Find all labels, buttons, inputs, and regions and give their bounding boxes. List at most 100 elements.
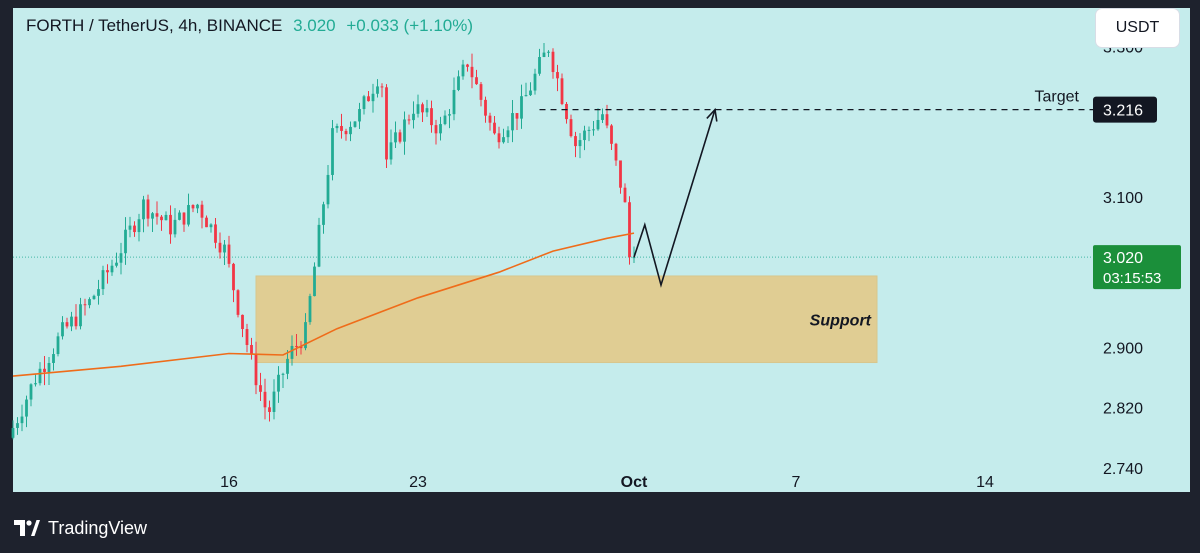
candle-body <box>88 299 91 306</box>
candle-body <box>151 213 154 219</box>
candle-body <box>209 224 213 228</box>
candle-body <box>367 96 370 102</box>
candle-body <box>79 304 82 327</box>
last-price-tag-bg <box>1093 245 1181 290</box>
currency-button[interactable]: USDT <box>1096 9 1179 47</box>
candle-body <box>25 399 28 417</box>
x-tick-label: 23 <box>409 474 427 491</box>
x-tick-label: 14 <box>976 474 994 491</box>
candle-body <box>47 362 51 373</box>
candle-body <box>119 253 123 263</box>
candle-body <box>565 103 568 120</box>
plot-area[interactable] <box>13 8 1093 492</box>
y-tick-label: 2.820 <box>1103 401 1143 418</box>
candle-body <box>502 137 505 143</box>
candle-body <box>461 64 465 77</box>
candle-body <box>187 205 190 225</box>
candle-body <box>484 99 487 116</box>
candle-body <box>601 114 604 120</box>
candle-body <box>214 224 217 243</box>
last-price-tag: 3.020 03:15:53 <box>1093 245 1181 290</box>
candle-body <box>335 125 339 129</box>
candle-body <box>497 133 501 143</box>
support-zone <box>255 275 878 364</box>
candle-body <box>299 346 303 349</box>
candle-body <box>182 212 186 225</box>
tradingview-wordmark: TradingView <box>48 517 148 538</box>
candle-body <box>106 270 109 273</box>
candle-body <box>376 86 379 94</box>
candle-body <box>403 119 406 142</box>
candle-body <box>115 262 118 266</box>
candle-body <box>304 322 307 349</box>
candle-body <box>421 104 424 113</box>
candle-body <box>430 108 433 126</box>
candle-body <box>493 122 496 134</box>
candle-body <box>290 345 294 359</box>
candle-body <box>511 113 514 131</box>
candle-body <box>533 73 537 91</box>
candle-body <box>241 314 244 330</box>
price-change: +0.033 (+1.10%) <box>346 16 474 35</box>
last-price-value: 3.020 <box>1103 250 1143 267</box>
projection-arrowhead <box>706 107 718 122</box>
candle-body <box>578 140 582 147</box>
y-tick-label: 2.900 <box>1103 340 1143 357</box>
tradingview-logo-icon <box>14 520 40 536</box>
candle-body <box>344 130 348 135</box>
candle-body <box>52 354 55 363</box>
candle-body <box>43 368 46 373</box>
candle-body <box>362 96 366 110</box>
candle-body <box>619 160 622 188</box>
candle-body <box>470 66 474 78</box>
candle-body <box>538 57 541 74</box>
support-label: Support <box>810 312 872 329</box>
candle-body <box>97 289 100 296</box>
candle-body <box>488 115 492 123</box>
candle-body <box>632 257 636 259</box>
symbol-title: FORTH / TetherUS, 4h, BINANCE <box>26 16 283 35</box>
candle-body <box>520 96 523 119</box>
candle-body <box>169 214 172 235</box>
candle-body <box>227 244 231 264</box>
candle-body <box>466 64 469 67</box>
candle-body <box>412 113 415 121</box>
candle-body <box>587 129 591 131</box>
candle-body <box>340 125 343 131</box>
target-label: Target <box>1035 89 1080 106</box>
candle-body <box>623 187 627 203</box>
candle-body <box>101 270 105 290</box>
moving-average-line <box>12 232 635 377</box>
candle-body <box>583 130 586 141</box>
candle-body <box>281 373 285 375</box>
candle-body <box>173 219 177 235</box>
candle-body <box>245 329 249 345</box>
y-tick-label: 3.100 <box>1103 190 1143 207</box>
candle-body <box>263 391 267 408</box>
candle-body <box>83 304 87 306</box>
candles <box>11 43 636 440</box>
projection-path <box>633 109 716 288</box>
candle-body <box>295 345 298 347</box>
candle-body <box>16 423 19 428</box>
candle-body <box>542 52 546 58</box>
symbol-header: FORTH / TetherUS, 4h, BINANCE 3.020 +0.0… <box>26 16 473 36</box>
candle-body <box>407 119 411 121</box>
candle-body <box>479 84 483 100</box>
tradingview-brand[interactable]: TradingView <box>14 515 147 541</box>
candle-body <box>529 90 532 96</box>
candle-body <box>128 225 132 230</box>
candle-body <box>38 368 42 384</box>
candle-body <box>29 384 33 400</box>
candle-body <box>515 113 519 119</box>
candle-body <box>331 128 334 175</box>
candle-body <box>137 219 141 233</box>
candle-body <box>34 383 37 385</box>
candle-body <box>371 93 375 102</box>
candle-body <box>628 202 631 258</box>
candle-body <box>326 174 330 205</box>
candle-body <box>268 407 271 412</box>
bar-countdown: 03:15:53 <box>1103 270 1161 287</box>
candle-body <box>524 95 528 97</box>
